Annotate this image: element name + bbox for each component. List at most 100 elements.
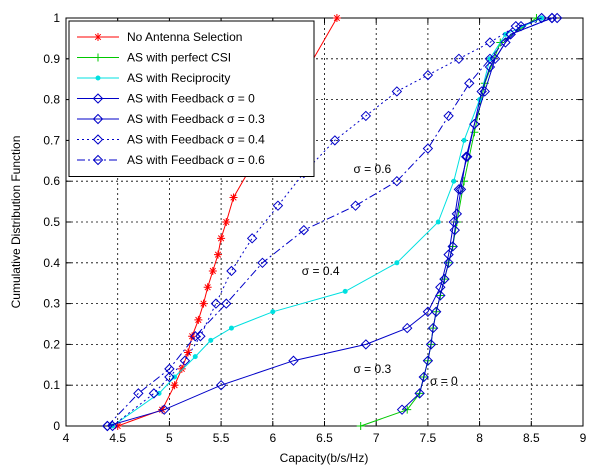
- data-point: [170, 381, 179, 390]
- data-point: [356, 422, 365, 430]
- data-point: [422, 355, 434, 366]
- data-point: [208, 337, 214, 343]
- data-point: [360, 339, 372, 350]
- x-axis-ticks: 4 4.5 5 5.5 6 6.5 7 7.5 8 8.5 9: [63, 18, 587, 445]
- data-point: [194, 315, 203, 324]
- data-point: [158, 405, 167, 414]
- y-tick-label: 0.8: [43, 93, 60, 107]
- legend-item: No Antenna Selection: [77, 30, 242, 44]
- data-point: [210, 298, 222, 309]
- series-line: [107, 17, 553, 427]
- data-point: [453, 53, 465, 65]
- x-axis-label: Capacity(b/s/Hz): [280, 451, 369, 465]
- legend-label: AS with Feedback σ = 0.3: [127, 112, 265, 126]
- data-point: [329, 135, 341, 146]
- legend-item: AS with Feedback σ = 0.4: [77, 133, 265, 147]
- data-point: [188, 332, 197, 341]
- data-point: [159, 404, 170, 415]
- data-point: [208, 266, 217, 275]
- data-point: [422, 306, 434, 317]
- series-line: [112, 17, 542, 427]
- data-point: [469, 118, 480, 130]
- series-0: [113, 14, 341, 430]
- legend-label: AS with Feedback σ = 0: [127, 92, 255, 106]
- data-point: [102, 420, 113, 432]
- data-point: [221, 298, 232, 309]
- data-point: [484, 37, 496, 48]
- data-point: [435, 219, 441, 225]
- data-point: [95, 75, 101, 81]
- data-point: [184, 348, 193, 357]
- x-tick-label: 4.5: [109, 431, 126, 445]
- data-point: [425, 339, 437, 350]
- data-point: [455, 184, 467, 195]
- annotation-label: σ = 0.6: [353, 162, 391, 176]
- y-tick-label: 0.4: [43, 256, 60, 270]
- data-point: [92, 154, 104, 166]
- data-point: [92, 93, 104, 104]
- data-point: [350, 200, 361, 211]
- data-point: [213, 250, 222, 259]
- data-point: [476, 86, 487, 97]
- data-point: [551, 12, 563, 24]
- data-point: [107, 420, 118, 432]
- y-tick-label: 0: [53, 419, 60, 433]
- data-point: [435, 282, 446, 293]
- data-point: [470, 128, 479, 137]
- data-point: [464, 78, 475, 89]
- legend-item: AS with Feedback σ = 0.6: [77, 153, 265, 167]
- data-point: [439, 273, 450, 285]
- data-point: [489, 53, 501, 65]
- data-point: [179, 355, 191, 366]
- legend-label: AS with Reciprocity: [127, 71, 230, 85]
- data-point: [453, 184, 465, 195]
- data-point: [418, 371, 429, 383]
- data-point: [195, 331, 206, 342]
- data-point: [246, 233, 258, 244]
- x-tick-label: 8: [476, 431, 483, 445]
- data-point: [479, 86, 490, 97]
- annotation-label: σ = 0.3: [353, 362, 391, 376]
- y-tick-label: 0.6: [43, 174, 60, 188]
- series-6: [102, 12, 558, 432]
- annotation-label: σ = 0.4: [302, 264, 340, 278]
- data-point: [484, 53, 496, 65]
- annotations: σ = 0.6 σ = 0.4 σ = 0.3 σ = 0: [302, 162, 458, 388]
- data-point: [414, 388, 425, 399]
- annotation-label: σ = 0: [430, 374, 458, 388]
- y-tick-label: 0.7: [43, 133, 60, 147]
- data-point: [92, 113, 104, 125]
- data-point: [443, 110, 454, 122]
- data-point: [402, 322, 413, 334]
- data-point: [190, 331, 201, 342]
- data-point: [222, 218, 231, 226]
- series-line: [107, 17, 553, 427]
- data-point: [94, 53, 102, 62]
- data-point: [430, 306, 442, 317]
- data-point: [443, 257, 454, 269]
- data-point: [451, 208, 463, 220]
- data-point: [94, 33, 102, 41]
- data-point: [461, 151, 473, 162]
- series-group: [102, 12, 563, 432]
- data-point: [500, 37, 511, 48]
- legend: No Antenna Selection AS with perfect CSI A…: [68, 20, 315, 177]
- data-point: [164, 363, 175, 375]
- data-point: [148, 388, 160, 399]
- data-point: [270, 309, 276, 315]
- data-point: [448, 216, 459, 228]
- y-tick-label: 0.5: [43, 215, 60, 229]
- data-point: [391, 175, 403, 187]
- series-3: [396, 12, 547, 415]
- data-point: [342, 288, 348, 294]
- data-point: [215, 379, 227, 391]
- x-tick-label: 5: [166, 431, 173, 445]
- x-tick-label: 6.5: [316, 431, 333, 445]
- series-line: [112, 17, 558, 427]
- data-point: [133, 388, 144, 399]
- y-tick-label: 0.3: [43, 297, 60, 311]
- data-point: [396, 404, 408, 415]
- data-point: [199, 299, 208, 308]
- data-point: [203, 283, 212, 292]
